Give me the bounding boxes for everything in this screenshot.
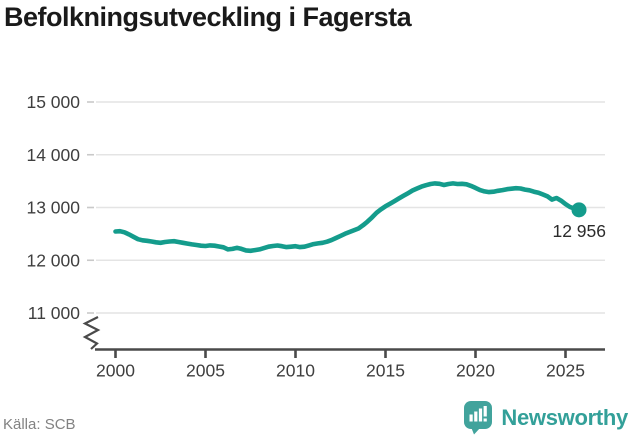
y-tick-label: 14 000 xyxy=(26,145,80,165)
end-value-label: 12 956 xyxy=(552,221,606,241)
page-title: Befolkningsutveckling i Fagersta xyxy=(4,2,412,32)
source-note: Källa: SCB xyxy=(3,416,76,433)
population-line-chart: 15 000 14 000 13 000 12 000 11 000 2000 2005 20… xyxy=(26,92,606,381)
x-tick-label: 2010 xyxy=(276,361,315,381)
x-tick-label: 2015 xyxy=(366,361,405,381)
newsworthy-logo-icon xyxy=(464,401,493,435)
y-tick-label: 12 000 xyxy=(26,250,80,270)
end-point-marker xyxy=(571,202,587,218)
x-tick-label: 2000 xyxy=(96,361,135,381)
x-tick-label: 2005 xyxy=(186,361,225,381)
logo-bubble-tail xyxy=(471,427,482,435)
logo-bubble xyxy=(464,401,493,429)
axis-break-icon xyxy=(82,316,101,350)
newsworthy-wordmark: Newsworthy xyxy=(501,404,628,430)
newsworthy-brand: Newsworthy xyxy=(463,400,628,435)
bar-chart-icon xyxy=(469,406,488,422)
y-tick-label: 15 000 xyxy=(26,92,80,112)
x-tick-label: 2020 xyxy=(456,361,495,381)
population-series-line xyxy=(113,181,582,254)
y-tick-label: 13 000 xyxy=(26,198,80,218)
y-tick-label: 11 000 xyxy=(28,303,80,323)
x-tick-label: 2025 xyxy=(546,361,585,381)
